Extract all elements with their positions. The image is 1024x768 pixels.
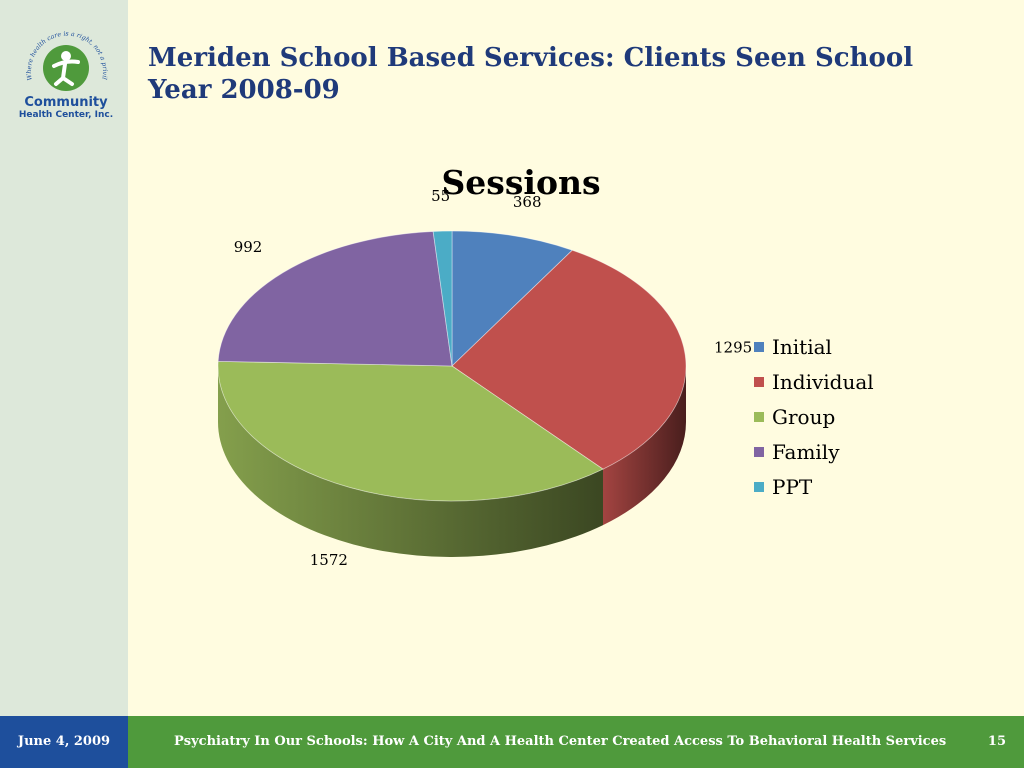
pie-slice-individual [451, 249, 687, 470]
data-label-individual: 1295 [714, 339, 752, 357]
data-label-group: 1572 [310, 551, 348, 569]
sessions-pie-chart: Sessions 368 1295 1572 992 55 Initial Individ… [217, 163, 874, 569]
slide-title: Meriden School Based Services: Clients S… [148, 43, 914, 105]
legend-label-family: Family [772, 440, 840, 464]
footer-date: June 4, 2009 [0, 716, 128, 768]
footer-bar: Psychiatry In Our Schools: How A City An… [128, 716, 1024, 768]
legend-swatch-family [754, 447, 764, 457]
legend-swatch-group [754, 412, 764, 422]
legend-swatch-ppt [754, 482, 764, 492]
community-health-center-logo: Where health care is a right, not a priv… [18, 22, 113, 120]
pie-slice-initial [451, 230, 574, 367]
pie-slice-family [217, 231, 453, 367]
pie-side-individual [602, 366, 686, 526]
page-number: 15 [987, 734, 1006, 749]
legend-label-initial: Initial [772, 335, 832, 359]
legend-label-individual: Individual [772, 370, 874, 394]
pie-slice-ppt [432, 230, 453, 367]
footer: June 4, 2009 Psychiatry In Our Schools: … [0, 716, 1024, 768]
logo-health-center-text: Health Center, Inc. [19, 110, 113, 120]
pie-side-group [218, 366, 603, 558]
footer-text: Psychiatry In Our Schools: How A City An… [174, 734, 947, 749]
legend-label-group: Group [772, 405, 835, 429]
data-label-ppt: 55 [431, 187, 450, 205]
data-label-initial: 368 [513, 193, 542, 211]
data-label-family: 992 [234, 238, 263, 256]
legend-swatch-individual [754, 377, 764, 387]
left-band [0, 0, 128, 716]
legend-swatch-initial [754, 342, 764, 352]
chart-title: Sessions [441, 163, 600, 202]
legend-label-ppt: PPT [772, 475, 813, 499]
pie-slice-group [217, 360, 604, 502]
logo-community-text: Community [24, 95, 108, 110]
